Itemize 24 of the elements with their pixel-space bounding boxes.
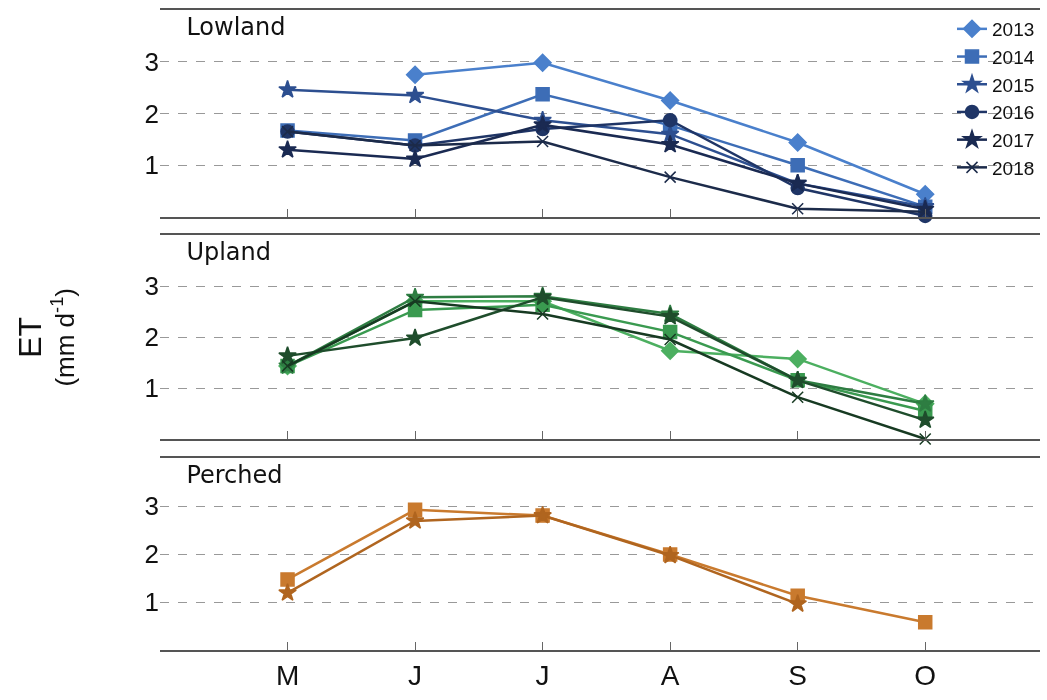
y-tick-label: 1 [144, 587, 159, 618]
legend-label: 2016 [992, 102, 1035, 124]
y-tick-label: 2 [144, 539, 159, 570]
x-tick-label: J [408, 660, 423, 692]
legend-label: 2017 [992, 130, 1035, 152]
legend-label: 2014 [992, 46, 1035, 68]
x-tick-label: O [914, 660, 937, 692]
legend-label: 2015 [992, 74, 1035, 96]
y-tick-label: 1 [144, 150, 159, 181]
chart-title: Upland [186, 237, 272, 266]
chart-title: Lowland [186, 12, 286, 41]
y-tick-label: 2 [144, 98, 159, 129]
y-tick-label: 2 [144, 322, 159, 353]
x-tick-label: M [275, 660, 300, 692]
x-tick-label: A [660, 660, 680, 692]
chart-title: Perched [186, 460, 283, 489]
legend-label: 2018 [992, 157, 1035, 179]
y-tick-label: 3 [144, 46, 159, 77]
y-tick-label: 3 [144, 271, 159, 302]
x-tick-label: S [788, 660, 808, 692]
y-tick-label: 1 [144, 373, 159, 404]
x-tick-label: J [535, 660, 550, 692]
y-tick-label: 3 [144, 491, 159, 522]
legend-label: 2013 [992, 19, 1035, 41]
